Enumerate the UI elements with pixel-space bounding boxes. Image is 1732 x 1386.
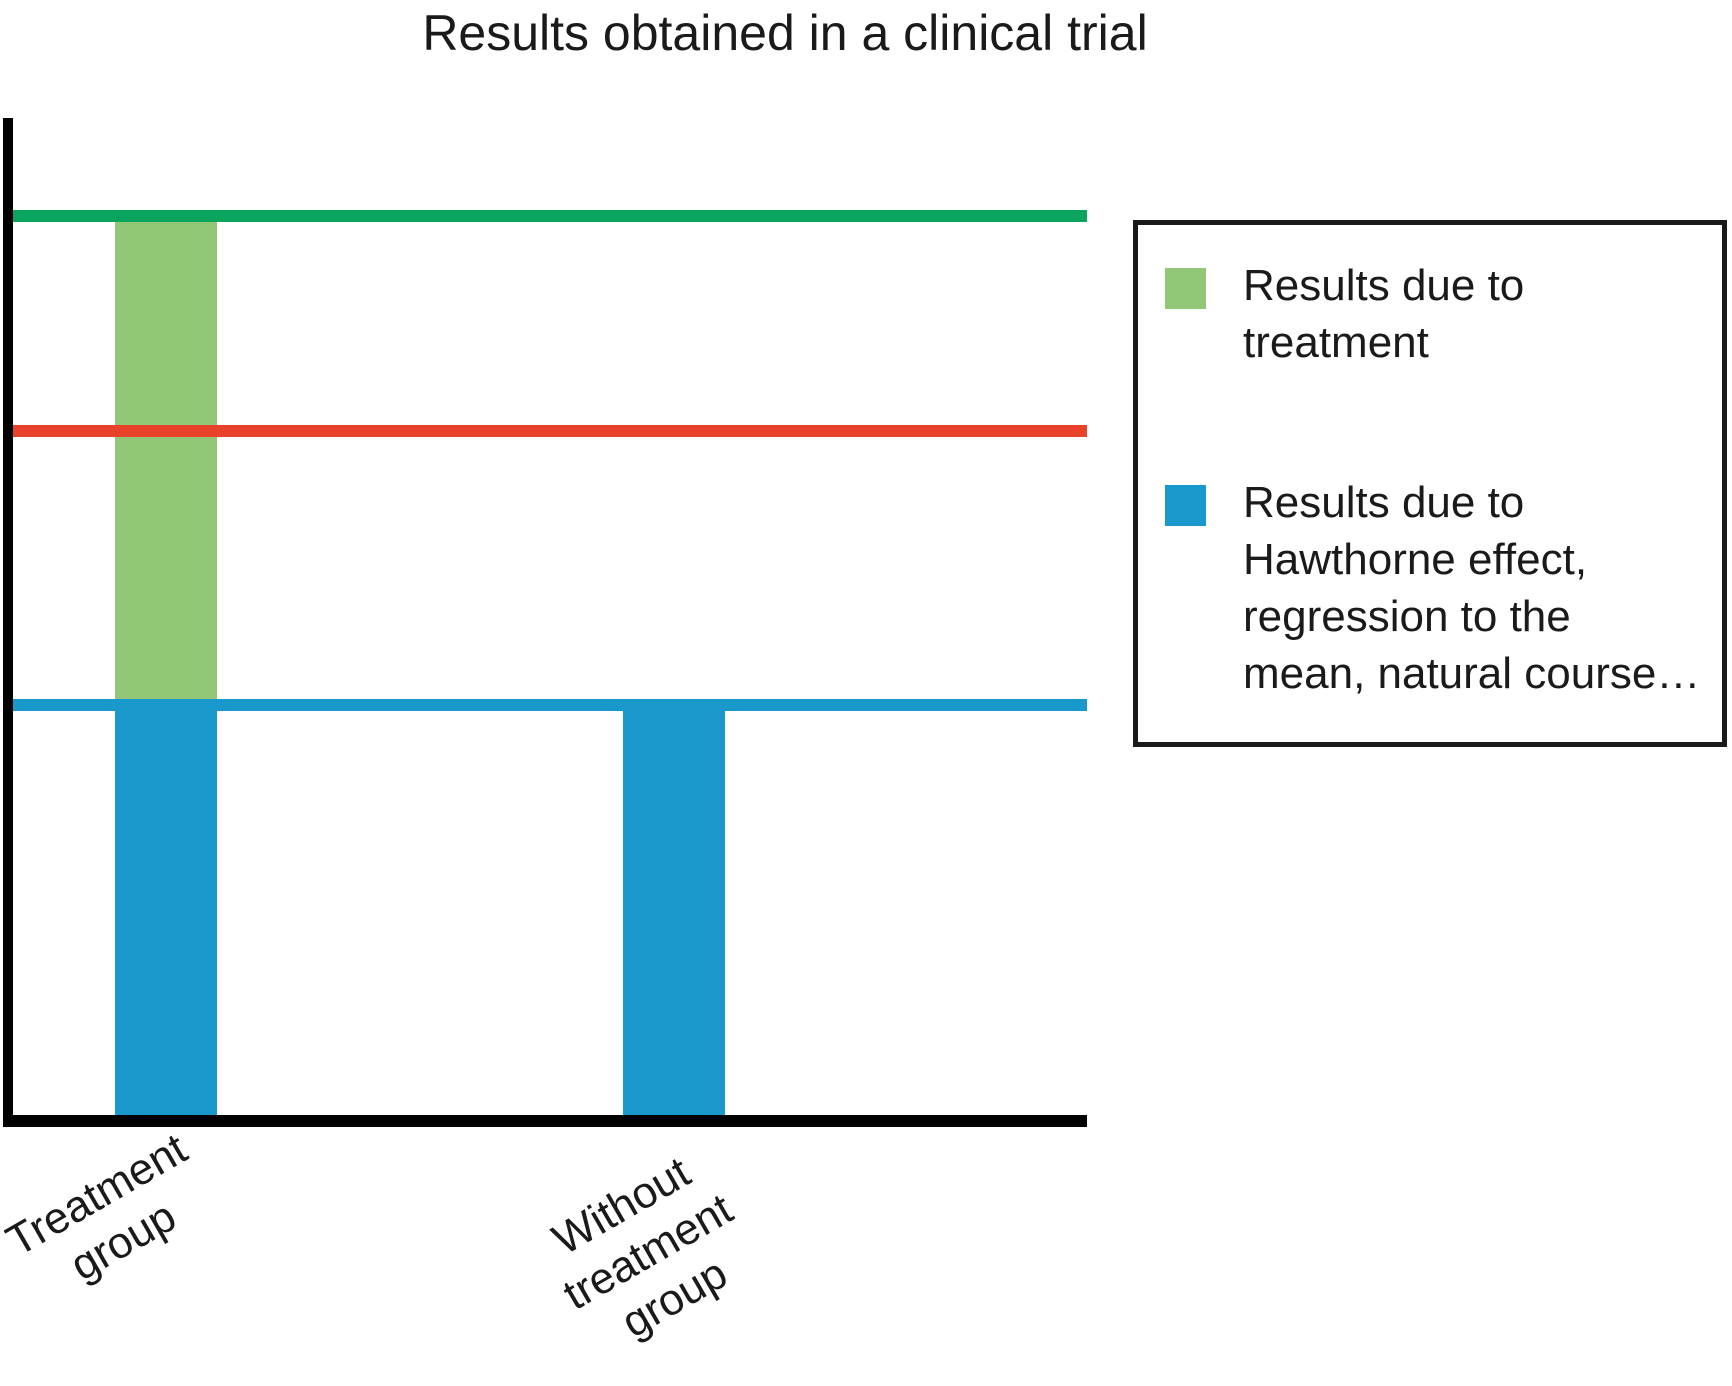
plot-area: Treatment group Without treatment group: [0, 118, 1087, 1348]
legend: Results due to treatment Results due to Haw…: [1133, 220, 1727, 747]
bar-segment: [623, 705, 725, 1115]
x-tick-label: Treatment group: [0, 1124, 196, 1291]
reference-line: [13, 209, 1087, 222]
legend-swatch: [1165, 268, 1206, 309]
y-axis: [3, 118, 13, 1127]
reference-line: [13, 699, 1087, 712]
bar-segment: [115, 215, 217, 706]
x-tick-label: Without treatment group: [544, 1147, 741, 1348]
x-axis: [3, 1115, 1087, 1127]
legend-swatch: [1165, 485, 1206, 526]
legend-label: Results due to treatment: [1243, 261, 1525, 367]
reference-line: [13, 424, 1087, 437]
legend-label: Results due to Hawthorne effect, regressio…: [1243, 478, 1701, 698]
chart-title: Results obtained in a clinical trial: [422, 5, 1148, 61]
bar-segment: [115, 705, 217, 1115]
